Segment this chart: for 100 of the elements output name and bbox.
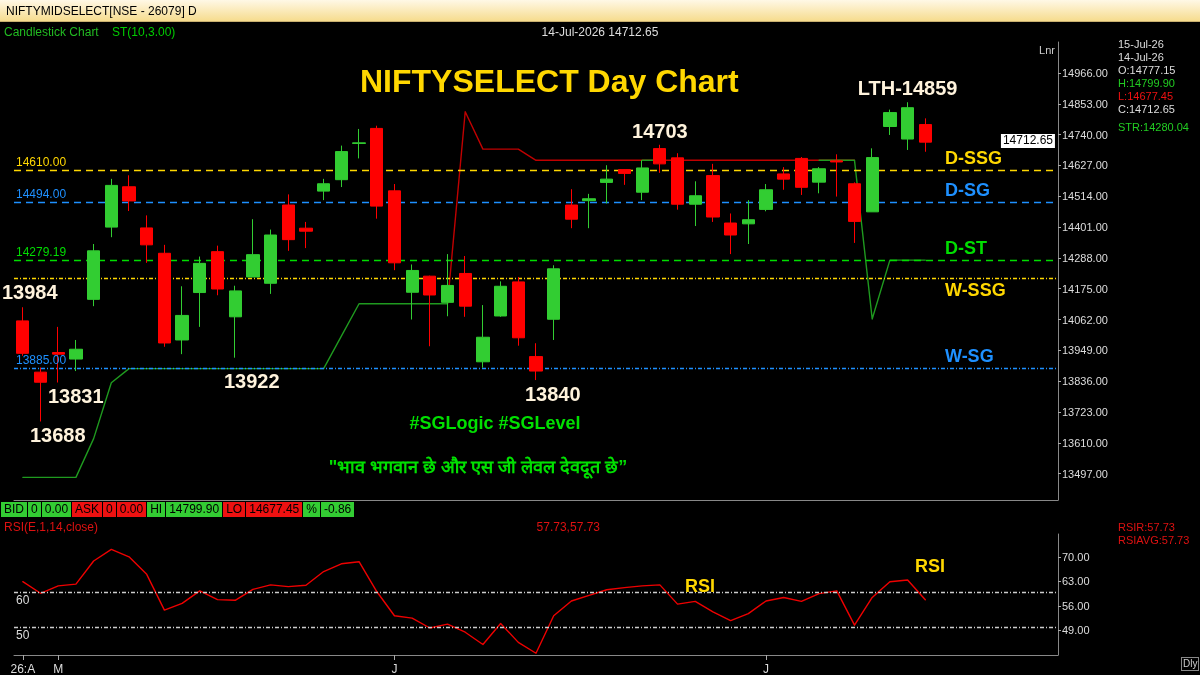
annotation: 14703 — [632, 119, 688, 142]
candlestick — [547, 264, 560, 341]
annotation: RSI — [684, 576, 716, 597]
text: O:14777.15 — [1118, 64, 1176, 77]
y-tick-label: 14401.00 — [1062, 221, 1108, 234]
candlestick — [866, 147, 879, 213]
annotation: 13688 — [30, 424, 86, 447]
candlestick — [689, 180, 702, 227]
candlestick — [777, 166, 790, 191]
candlestick — [246, 218, 260, 278]
candlestick — [476, 304, 490, 369]
candlestick — [122, 174, 136, 212]
ref-line-label: W-SSG — [945, 279, 1006, 300]
x-tick-label: J — [763, 662, 770, 675]
candlestick — [229, 285, 242, 359]
candlestick — [653, 144, 666, 174]
candlestick — [742, 199, 755, 245]
candlestick — [582, 193, 596, 229]
text: -0.86 — [320, 502, 356, 517]
y-tick-label: 14627.00 — [1062, 159, 1108, 172]
ref-line-label: 50 — [16, 627, 30, 642]
text: RSIR:57.73 — [1118, 521, 1175, 534]
annotation: 13984 — [2, 281, 58, 304]
ref-line-label: 60 — [16, 592, 30, 607]
text: 0.00 — [116, 502, 148, 517]
text: BID — [1, 502, 29, 517]
text: 14-Jul-2026 14712.65 — [541, 25, 659, 40]
candlestick — [494, 280, 507, 318]
text: Candlestick Chart — [4, 25, 99, 40]
candlestick — [618, 168, 631, 186]
candlestick — [636, 159, 649, 201]
text: LO — [223, 502, 247, 517]
candlestick — [406, 263, 419, 321]
candlestick — [34, 367, 47, 422]
candlestick — [370, 125, 383, 220]
text: 14677.45 — [246, 502, 304, 517]
candlestick — [335, 145, 348, 188]
text: 15-Jul-26 — [1118, 38, 1164, 51]
candlestick — [388, 183, 401, 271]
candlestick — [282, 193, 295, 252]
candlestick — [529, 342, 543, 381]
text: STR:14280.04 — [1118, 121, 1189, 134]
candlestick — [317, 178, 330, 201]
y-tick-label: 63.00 — [1062, 575, 1090, 588]
candlestick — [175, 285, 189, 355]
candlestick — [706, 163, 720, 223]
y-tick-label: 49.00 — [1062, 624, 1090, 637]
candlestick — [600, 164, 613, 204]
candlestick — [901, 101, 914, 151]
y-tick-label: 14062.00 — [1062, 313, 1108, 326]
candlestick — [423, 275, 436, 347]
text: 14799.90 — [166, 502, 224, 517]
candlestick — [211, 245, 224, 296]
y-tick-label: 13497.00 — [1062, 467, 1108, 480]
y-tick-label: 13949.00 — [1062, 344, 1108, 357]
text: RSIAVG:57.73 — [1118, 534, 1190, 547]
text: Dly — [1181, 657, 1200, 671]
y-tick-label: 14853.00 — [1062, 97, 1108, 110]
candlestick — [812, 166, 826, 194]
annotation: 14712.65 — [1000, 133, 1055, 148]
text: % — [303, 502, 321, 517]
annotation: RSI — [914, 556, 946, 577]
window-title-strip: NIFTYMIDSELECT[NSE - 26079] D — [0, 0, 1200, 22]
annotation: 13840 — [525, 383, 581, 406]
candlestick — [795, 156, 808, 196]
text: C:14712.65 — [1118, 103, 1175, 116]
text: 14-Jul-26 — [1118, 51, 1164, 64]
candlestick — [140, 214, 153, 264]
text: L:14677.45 — [1118, 90, 1174, 103]
candlestick — [158, 244, 171, 348]
candlestick — [512, 276, 525, 347]
y-tick-label: 56.00 — [1062, 599, 1090, 612]
x-tick-label: M — [53, 662, 64, 675]
candlestick — [919, 117, 932, 153]
text: H:14799.90 — [1118, 77, 1175, 90]
chart-subtitle: NIFTYMIDSELECT[NSE - 26079] D — [6, 4, 197, 18]
text: HI — [147, 502, 167, 517]
ref-line-label: D-SG — [945, 179, 990, 200]
y-tick-label: 14514.00 — [1062, 190, 1108, 203]
y-tick-label: 14175.00 — [1062, 282, 1108, 295]
candlestick — [264, 229, 277, 295]
candlestick — [459, 255, 472, 318]
candlestick — [759, 183, 773, 212]
candlestick — [883, 109, 897, 136]
text: NIFTYSELECT Day Chart — [360, 63, 740, 99]
candlestick — [671, 152, 684, 211]
ref-line-label: D-SSG — [945, 148, 1003, 169]
candlestick — [724, 212, 737, 255]
candlestick — [565, 188, 578, 229]
annotation: LTH-14859 — [857, 77, 958, 100]
candlestick — [352, 128, 366, 159]
candlestick — [830, 153, 843, 198]
annotation: Lnr — [1039, 44, 1055, 57]
text: RSI(E,1,14,close) — [4, 520, 99, 535]
x-tick-label: 26:A — [10, 662, 36, 675]
candlestick — [848, 181, 861, 244]
annotation: 14279.19 — [16, 245, 67, 260]
y-tick-label: 13610.00 — [1062, 436, 1108, 449]
candlestick — [69, 339, 83, 372]
y-tick-label: 13723.00 — [1062, 405, 1108, 418]
